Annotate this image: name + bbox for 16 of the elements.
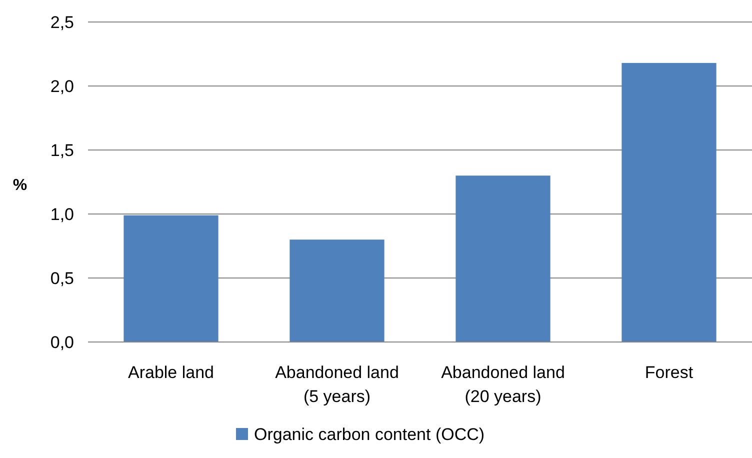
y-axis-title: % bbox=[12, 177, 28, 194]
bar bbox=[622, 62, 716, 342]
y-tick-label: 0,5 bbox=[50, 268, 74, 288]
bar bbox=[124, 215, 218, 342]
bar bbox=[290, 240, 384, 342]
y-tick-label: 0,0 bbox=[50, 332, 74, 352]
x-tick-label: Abandoned land (5 years) bbox=[275, 363, 399, 406]
y-tick-label: 1,0 bbox=[50, 204, 74, 224]
y-tick-label: 2,5 bbox=[50, 12, 74, 32]
bar bbox=[456, 176, 550, 342]
x-tick-label: Abandoned land (20 years) bbox=[441, 363, 565, 406]
y-tick-label: 2,0 bbox=[50, 76, 74, 96]
y-tick-label: 1,5 bbox=[50, 140, 74, 160]
legend-label: Organic carbon content (OCC) bbox=[254, 424, 485, 444]
x-tick-label: Arable land bbox=[128, 363, 214, 382]
x-tick-label: Forest bbox=[644, 363, 694, 382]
